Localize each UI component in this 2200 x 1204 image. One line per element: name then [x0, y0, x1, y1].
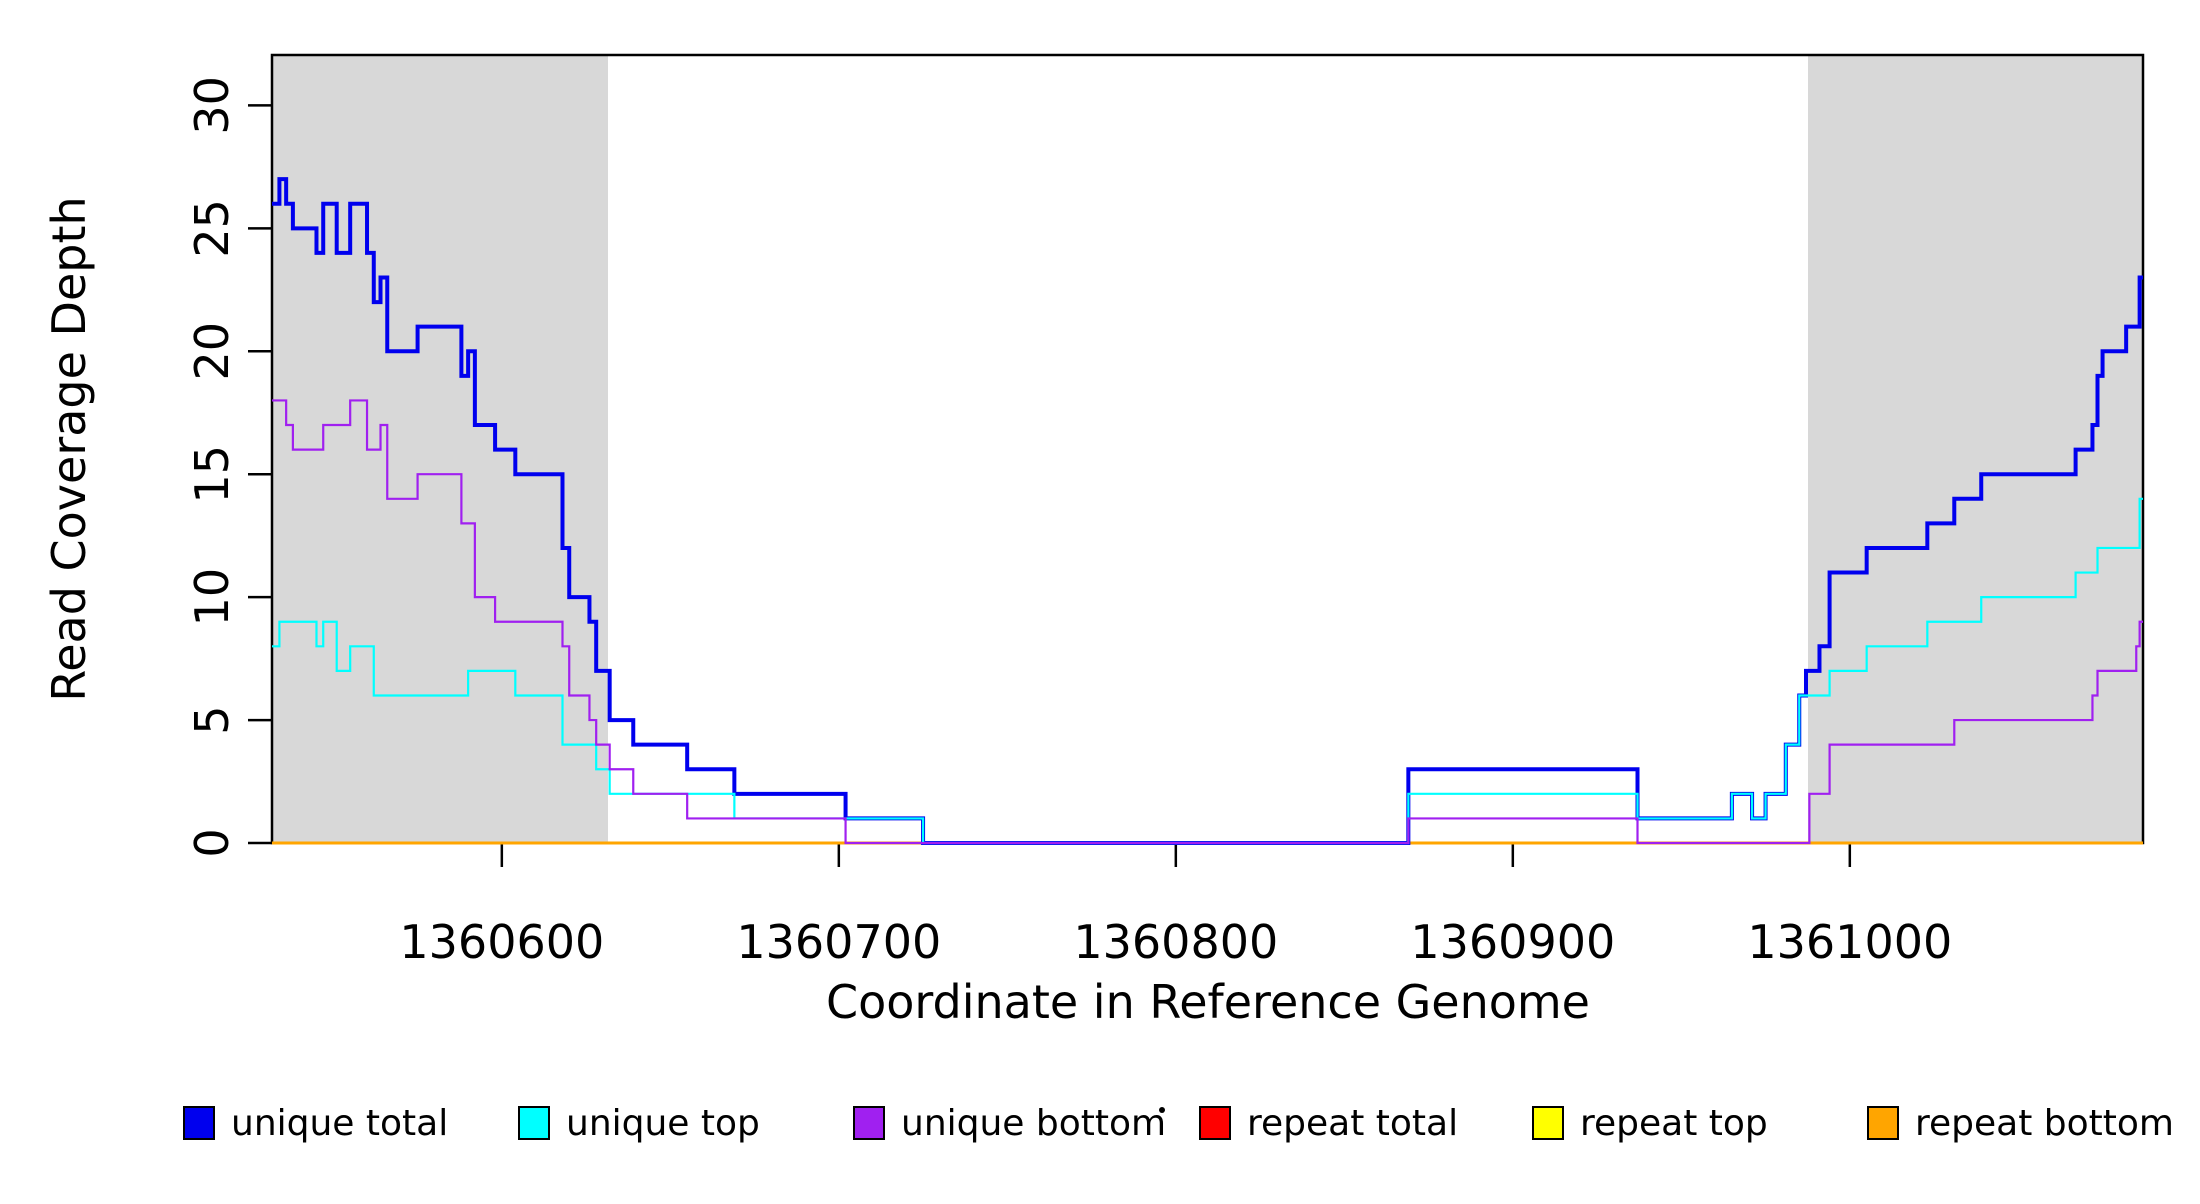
x-tick-label: 1360900 [1410, 915, 1615, 969]
legend-label-repeat-top: repeat top [1580, 1103, 1768, 1144]
legend-item-unique-top: unique top [518, 1103, 760, 1144]
legend-swatch-unique-total [183, 1106, 215, 1140]
legend-swatch-unique-top [518, 1106, 550, 1140]
shaded-region-layer [272, 55, 2143, 843]
x-tick-label: 1360600 [399, 915, 604, 969]
legend-swatch-repeat-top [1532, 1106, 1564, 1140]
x-tick-label: 1360800 [1073, 915, 1278, 969]
legend-item-unique-total: unique total [183, 1103, 448, 1144]
legend-item-repeat-bottom: repeat bottom [1867, 1103, 2174, 1144]
legend-label-repeat-total: repeat total [1247, 1103, 1458, 1144]
series-line-unique-bottom [272, 399, 2143, 845]
legend-item-repeat-top: repeat top [1532, 1103, 1768, 1144]
y-tick-label: 5 [185, 705, 239, 734]
legend-swatch-repeat-total [1199, 1106, 1231, 1140]
axes-layer: 1360600 1360700 1360800 1360900 1361000 0 5 10 1… [185, 76, 1952, 969]
legend-item-unique-bottom: unique bottom [853, 1103, 1166, 1144]
y-tick-label: 15 [185, 445, 239, 504]
series-line-unique-total [272, 177, 2143, 845]
y-tick-label: 10 [185, 568, 239, 627]
shaded-region-left [272, 55, 608, 843]
series-layer [272, 177, 2143, 845]
legend-label-unique-bottom: unique bottom [901, 1103, 1166, 1144]
legend-label-unique-top: unique top [566, 1103, 760, 1144]
legend: unique total unique top unique bottom repea… [183, 1103, 2174, 1144]
x-tick-label: 1360700 [736, 915, 941, 969]
legend-label-repeat-bottom: repeat bottom [1915, 1103, 2174, 1144]
legend-label-unique-total: unique total [231, 1103, 448, 1144]
y-axis-title: Read Coverage Depth [42, 196, 96, 701]
x-axis-title: Coordinate in Reference Genome [826, 975, 1590, 1029]
y-tick-label: 30 [185, 76, 239, 135]
y-tick-label: 20 [185, 322, 239, 381]
legend-swatch-unique-bottom [853, 1106, 885, 1140]
y-tick-label: 25 [185, 199, 239, 258]
x-tick-label: 1361000 [1747, 915, 1952, 969]
legend-swatch-repeat-bottom [1867, 1106, 1899, 1140]
stray-dot-artifact [1159, 1107, 1165, 1113]
y-tick-label: 0 [185, 828, 239, 857]
legend-item-repeat-total: repeat total [1199, 1103, 1458, 1144]
